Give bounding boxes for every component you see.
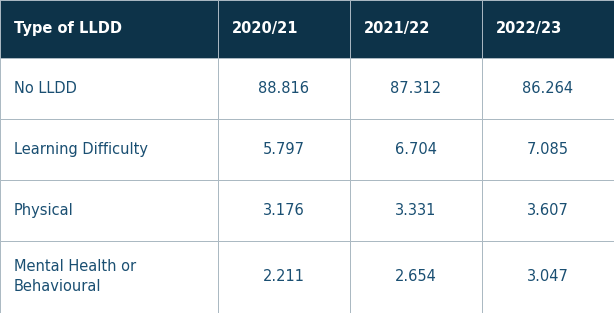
Text: Type of LLDD: Type of LLDD	[14, 21, 122, 36]
Text: 2.654: 2.654	[395, 269, 437, 284]
Text: Physical: Physical	[14, 203, 73, 218]
Bar	[218, 119, 350, 180]
Text: 3.331: 3.331	[395, 203, 437, 218]
Text: 2020/21: 2020/21	[231, 21, 298, 36]
Bar	[0, 0, 218, 58]
Bar	[350, 58, 482, 119]
Bar	[218, 240, 350, 313]
Bar	[350, 240, 482, 313]
Text: 3.047: 3.047	[527, 269, 569, 284]
Bar	[0, 180, 218, 240]
Bar	[482, 119, 614, 180]
Text: 7.085: 7.085	[527, 141, 569, 156]
Bar	[0, 119, 218, 180]
Text: 3.607: 3.607	[527, 203, 569, 218]
Text: 88.816: 88.816	[258, 81, 309, 96]
Text: 6.704: 6.704	[395, 141, 437, 156]
Bar	[218, 58, 350, 119]
Bar	[482, 0, 614, 58]
Bar	[482, 58, 614, 119]
Text: 3.176: 3.176	[263, 203, 305, 218]
Bar	[218, 0, 350, 58]
Bar	[350, 0, 482, 58]
Bar	[482, 180, 614, 240]
Bar	[482, 240, 614, 313]
Bar	[350, 180, 482, 240]
Text: 2021/22: 2021/22	[363, 21, 430, 36]
Text: Learning Difficulty: Learning Difficulty	[14, 141, 147, 156]
Text: 2022/23: 2022/23	[495, 21, 562, 36]
Text: 5.797: 5.797	[263, 141, 305, 156]
Bar	[0, 58, 218, 119]
Text: 87.312: 87.312	[391, 81, 441, 96]
Text: Mental Health or
Behavioural: Mental Health or Behavioural	[14, 259, 136, 294]
Bar	[0, 240, 218, 313]
Text: No LLDD: No LLDD	[14, 81, 76, 96]
Text: 2.211: 2.211	[263, 269, 305, 284]
Bar	[350, 119, 482, 180]
Text: 86.264: 86.264	[523, 81, 573, 96]
Bar	[218, 180, 350, 240]
